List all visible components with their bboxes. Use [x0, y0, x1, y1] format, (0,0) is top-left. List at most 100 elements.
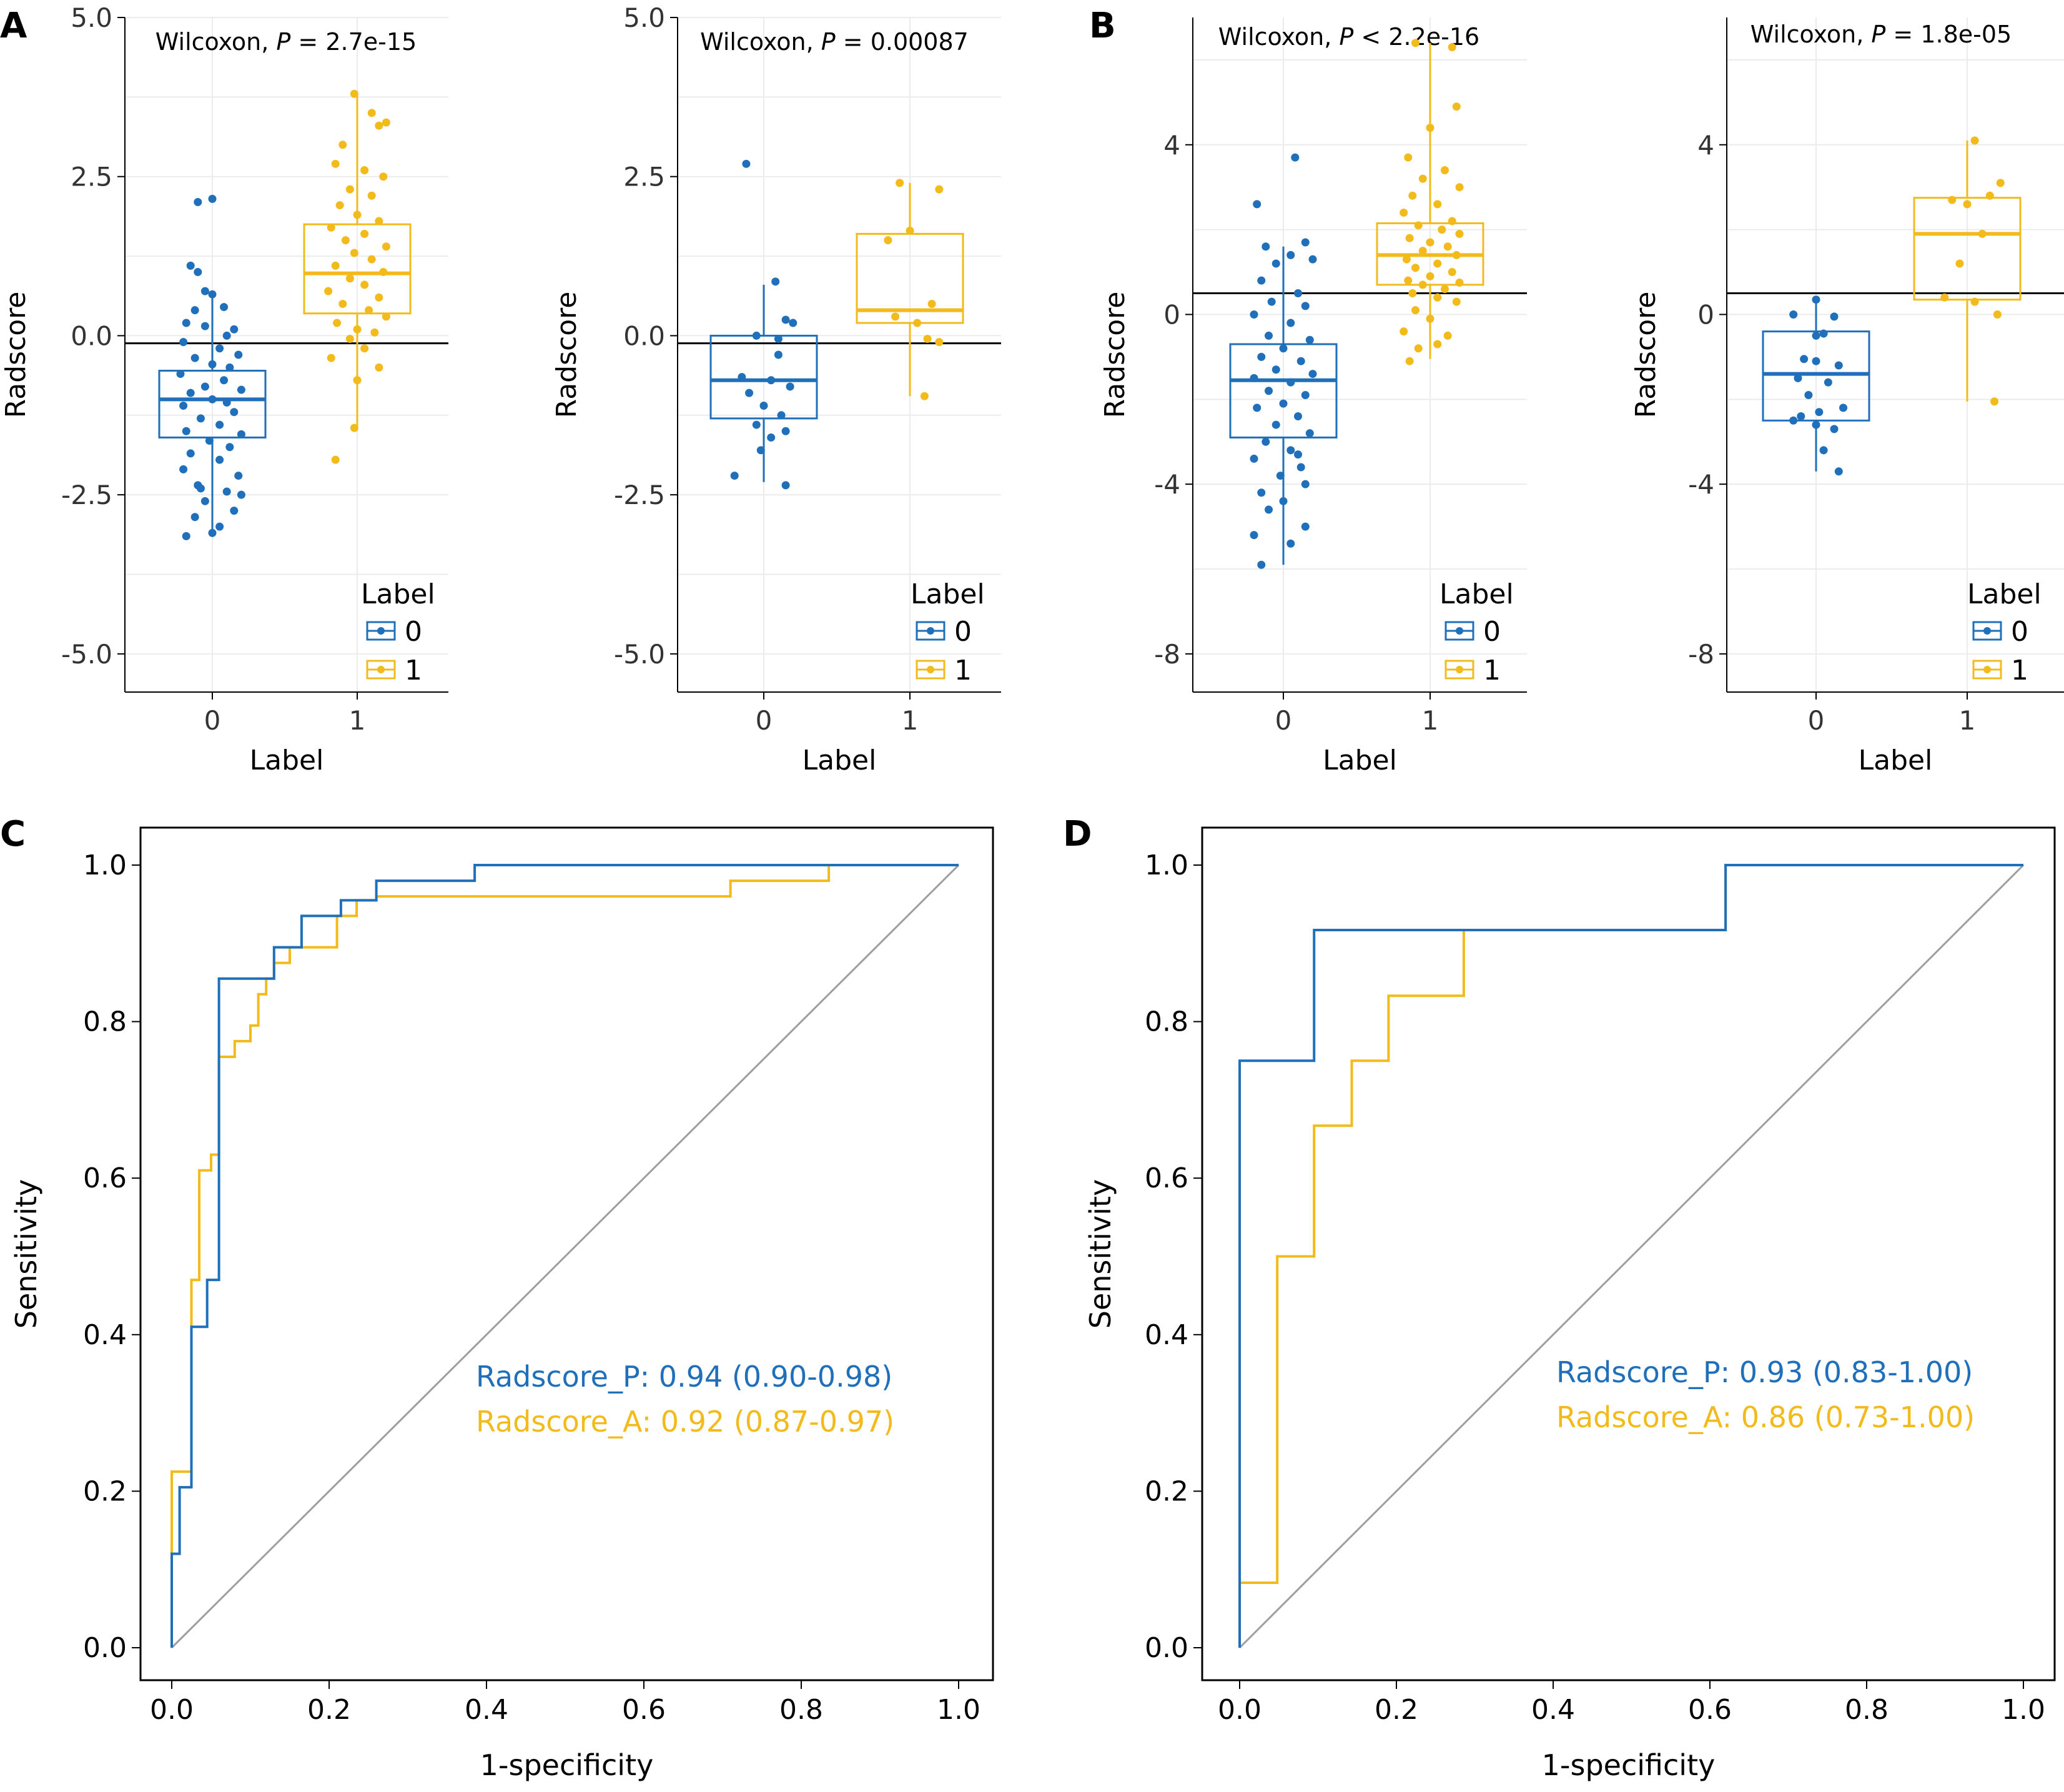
data-point	[1789, 416, 1798, 425]
legend-label: 0	[2011, 616, 2028, 648]
y-tick-label: 5.0	[71, 2, 112, 33]
data-point	[222, 398, 231, 407]
y-tick-label: 0.0	[623, 320, 665, 351]
data-point	[786, 382, 794, 391]
data-point	[1265, 505, 1273, 514]
plot-title: Wilcoxon, P < 2.2e-16	[1218, 23, 1479, 51]
roc-legend-label: Radscore_A: 0.92 (0.87-0.97)	[476, 1405, 894, 1438]
data-point	[1400, 208, 1408, 217]
y-tick-label: 0	[1697, 299, 1714, 330]
plot-title-p: P	[1871, 21, 1885, 48]
data-point	[1250, 374, 1258, 382]
roc-panel: 0.0 0.2 0.4 0.6 0.8 1.0 0.0 0.2 0.4 0.6 0.8 1.0 1-sp…	[9, 826, 994, 1782]
y-axis-label: Radscore	[0, 292, 32, 418]
legend-key-dot	[377, 627, 385, 635]
plot-title-value: = 0.00087	[836, 28, 969, 56]
data-point	[1411, 306, 1420, 315]
data-point	[1940, 293, 1949, 302]
data-point	[1402, 255, 1411, 264]
x-tick-label: 0	[204, 705, 221, 736]
x-axis-label: 1-specificity	[1542, 1748, 1716, 1782]
data-point	[767, 433, 776, 442]
data-point	[186, 449, 195, 458]
data-point	[1271, 365, 1280, 374]
data-point	[194, 268, 202, 277]
plot-title-lead: Wilcoxon,	[1750, 21, 1872, 48]
data-point	[222, 487, 231, 496]
box-body	[1913, 197, 2022, 301]
data-point	[230, 325, 239, 334]
data-point	[382, 242, 390, 251]
data-point	[1978, 229, 1987, 238]
x-axis-label: 1-specificity	[480, 1748, 654, 1782]
data-point	[1276, 472, 1285, 480]
data-point	[935, 338, 944, 347]
data-point	[1812, 295, 1820, 304]
y-tick-label: 0.2	[83, 1475, 127, 1507]
data-point	[1452, 102, 1461, 111]
legend-label: 1	[954, 655, 972, 686]
data-point	[1993, 310, 2002, 319]
data-point	[186, 261, 195, 270]
data-point	[1301, 522, 1310, 531]
roc-legend-label: Radscore_P: 0.93 (0.83-1.00)	[1556, 1355, 1973, 1389]
data-point	[738, 373, 746, 382]
plot-title: Wilcoxon, P = 0.00087	[700, 28, 969, 56]
x-tick-label: 1	[1422, 705, 1439, 736]
data-point	[923, 335, 932, 344]
data-point	[1267, 297, 1276, 306]
data-point	[176, 370, 185, 379]
y-tick-label: 0.6	[1145, 1162, 1188, 1194]
data-point	[196, 484, 205, 493]
data-point	[1804, 391, 1813, 400]
y-tick-label: 0.0	[71, 320, 112, 351]
data-point	[222, 331, 231, 340]
legend-title: Label	[911, 578, 985, 610]
data-point	[1948, 196, 1957, 204]
y-tick-label: 5.0	[623, 2, 665, 33]
data-point	[225, 443, 234, 452]
roc-curve	[170, 864, 959, 1648]
data-point	[884, 236, 892, 245]
data-point	[360, 229, 369, 238]
data-point	[1308, 255, 1317, 264]
y-tick-label: 0.4	[83, 1319, 127, 1351]
data-point	[360, 280, 369, 289]
data-point	[1426, 314, 1434, 323]
data-point	[1996, 179, 2005, 187]
x-tick-label: 0	[1275, 705, 1292, 736]
plot-title-p: P	[821, 28, 836, 56]
data-point	[331, 261, 340, 270]
data-point	[1443, 242, 1452, 251]
data-point	[379, 172, 388, 181]
x-tick-label: 0	[1808, 705, 1825, 736]
data-point	[367, 255, 376, 264]
data-point	[230, 408, 239, 417]
data-point	[1301, 302, 1310, 310]
data-point	[194, 197, 202, 206]
data-point	[1448, 43, 1456, 52]
data-point	[1279, 497, 1288, 505]
box-panel: 5.0 2.5 0.0 -2.5 -5.0 0 1 Label Radscore Wilcoxon…	[0, 2, 448, 776]
legend: Label 0 1	[361, 578, 435, 686]
plot-title-value: = 1.8e-05	[1885, 21, 2012, 48]
data-point	[1286, 250, 1295, 259]
data-point	[767, 376, 776, 385]
box-body	[1762, 330, 1870, 422]
data-point	[1812, 331, 1820, 340]
box-panel: 4 0 -4 -8 0 1 Label Radscore Wilcoxon, P < 2.2e-…	[1099, 17, 1527, 776]
data-point	[1404, 153, 1413, 162]
y-axis-label: Radscore	[1099, 292, 1131, 418]
data-point	[1271, 420, 1280, 429]
box-body	[303, 223, 412, 315]
plot-title-value: = 2.7e-15	[290, 28, 417, 56]
data-point	[1405, 357, 1414, 365]
data-point	[1418, 280, 1427, 289]
panel-letter-d: D	[1063, 814, 1092, 854]
data-point	[208, 528, 217, 537]
data-point	[1955, 259, 1964, 268]
box-body	[1229, 343, 1338, 438]
data-point	[1830, 312, 1839, 321]
data-point	[1448, 268, 1456, 277]
